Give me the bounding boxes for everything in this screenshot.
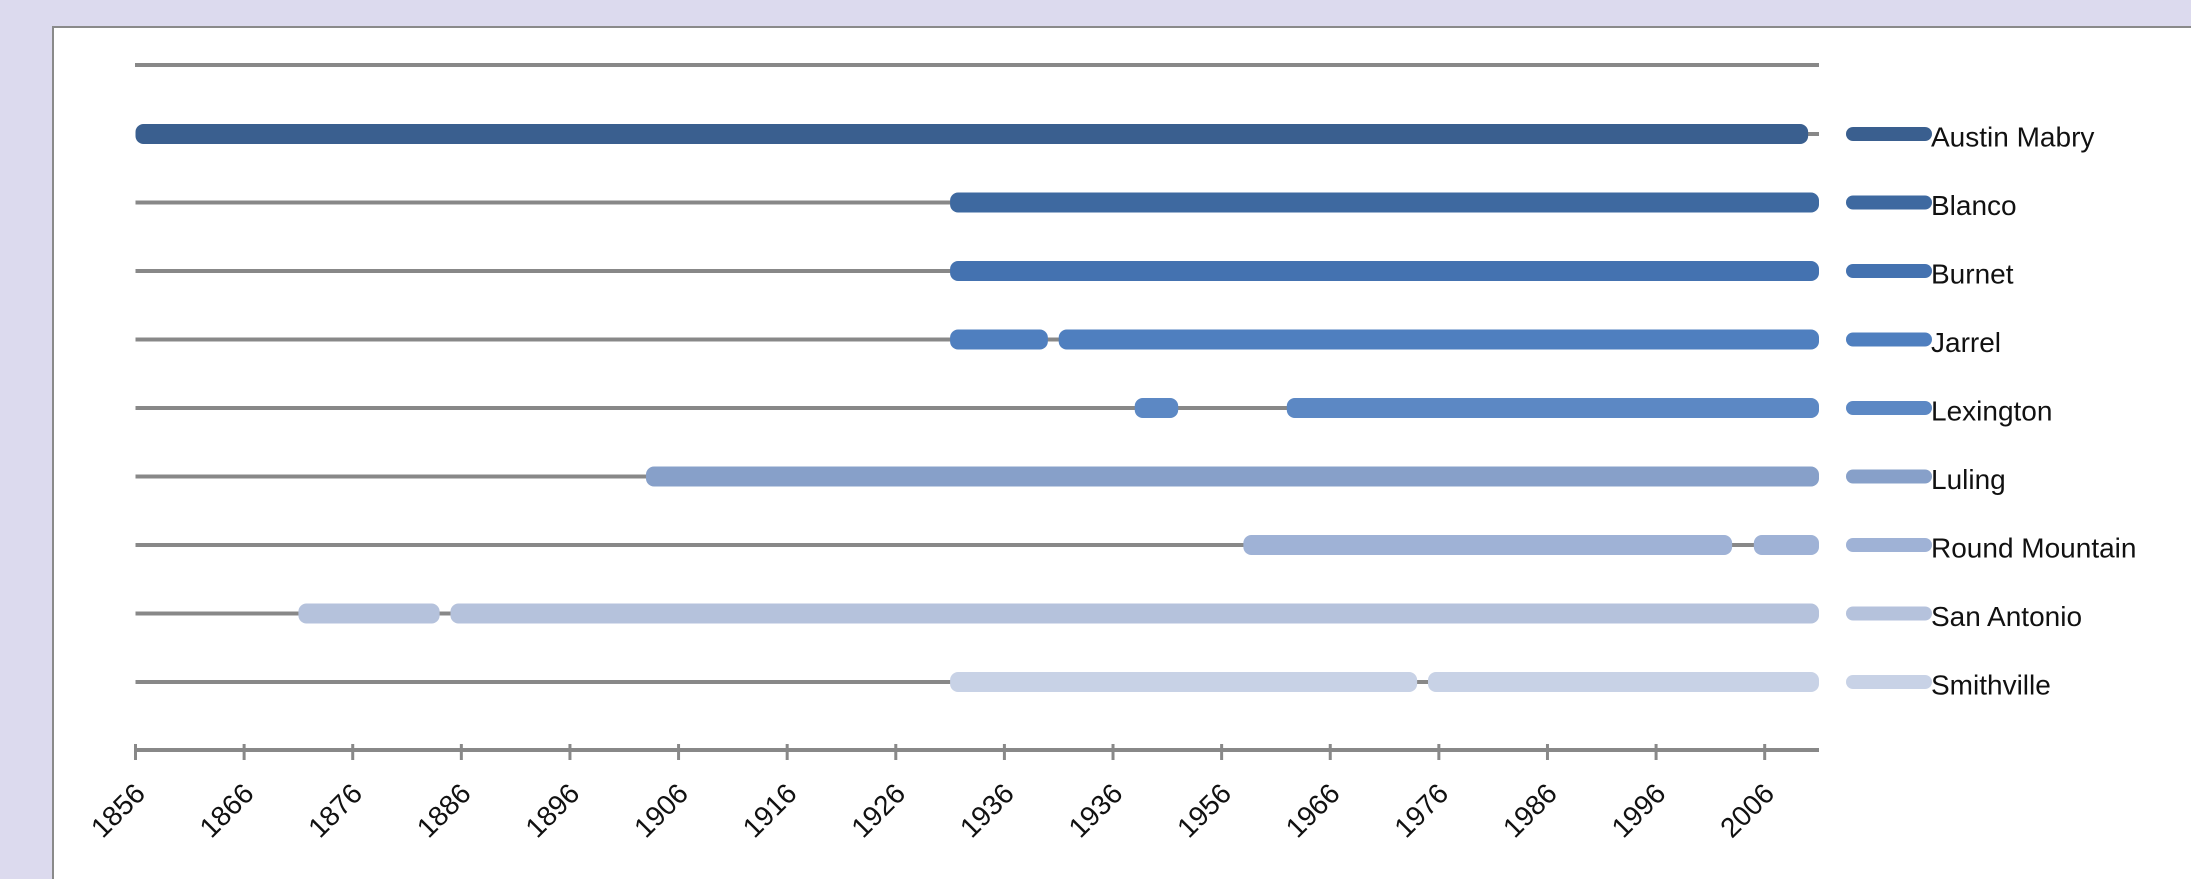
bar-segment [1286, 398, 1819, 418]
bar-segment [1753, 535, 1819, 555]
legend-label: Lexington [1931, 395, 2052, 426]
bar-segment [1134, 398, 1179, 418]
legend-label: Austin Mabry [1931, 121, 2094, 152]
legend-label: Luling [1931, 464, 2006, 495]
legend-label: Blanco [1931, 190, 2017, 221]
bar-segment [298, 603, 440, 624]
bar-segment [1427, 672, 1819, 692]
legend-label: Smithville [1931, 669, 2051, 700]
bar-segment [950, 192, 1819, 213]
legend-label: Burnet [1931, 258, 2014, 289]
bar-segment [950, 329, 1048, 350]
bar-segment [450, 603, 1819, 624]
bar-segment [950, 261, 1819, 281]
bar-segment [1058, 329, 1819, 350]
legend-label: San Antonio [1931, 601, 2082, 632]
legend-label: Round Mountain [1931, 532, 2136, 563]
plot-panel [52, 26, 2191, 879]
bar-segment [645, 466, 1819, 487]
legend-label: Jarrel [1931, 327, 2001, 358]
bar-segment [950, 672, 1418, 692]
bar-segment [135, 124, 1809, 144]
bar-segment [1243, 535, 1733, 555]
